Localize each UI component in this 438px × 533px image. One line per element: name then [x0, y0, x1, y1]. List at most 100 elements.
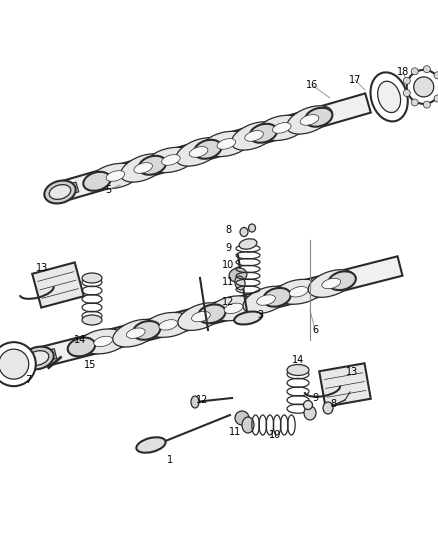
Ellipse shape	[434, 95, 438, 102]
Ellipse shape	[304, 406, 316, 420]
Text: 8: 8	[330, 399, 336, 409]
Ellipse shape	[82, 273, 102, 283]
Ellipse shape	[162, 155, 180, 165]
Ellipse shape	[240, 228, 248, 237]
Ellipse shape	[322, 278, 341, 289]
Ellipse shape	[126, 328, 145, 338]
Ellipse shape	[287, 106, 332, 134]
Ellipse shape	[308, 270, 354, 297]
Ellipse shape	[403, 90, 410, 96]
Ellipse shape	[194, 140, 222, 159]
Ellipse shape	[289, 287, 308, 297]
Ellipse shape	[136, 437, 166, 453]
Ellipse shape	[250, 124, 277, 143]
Text: 9: 9	[312, 393, 318, 403]
Ellipse shape	[147, 147, 194, 173]
Ellipse shape	[217, 139, 236, 149]
Ellipse shape	[424, 66, 431, 72]
Ellipse shape	[234, 311, 262, 325]
Ellipse shape	[83, 172, 111, 191]
Ellipse shape	[242, 417, 254, 433]
Text: 12: 12	[196, 395, 208, 405]
Ellipse shape	[133, 321, 160, 340]
Ellipse shape	[328, 271, 356, 290]
Ellipse shape	[300, 115, 319, 125]
Text: 12: 12	[222, 297, 234, 307]
Polygon shape	[32, 262, 84, 308]
Ellipse shape	[434, 72, 438, 79]
Text: 13: 13	[346, 367, 358, 377]
Ellipse shape	[248, 224, 255, 232]
Ellipse shape	[191, 396, 199, 408]
Ellipse shape	[0, 349, 29, 379]
Text: 18: 18	[397, 67, 409, 77]
Text: 1: 1	[167, 455, 173, 465]
Polygon shape	[35, 256, 403, 368]
Ellipse shape	[229, 268, 247, 282]
Ellipse shape	[178, 303, 224, 330]
Ellipse shape	[424, 101, 431, 108]
Polygon shape	[59, 182, 79, 197]
Ellipse shape	[258, 115, 305, 141]
Ellipse shape	[44, 181, 76, 204]
Ellipse shape	[411, 68, 418, 75]
Ellipse shape	[145, 312, 192, 337]
Ellipse shape	[287, 365, 309, 376]
Ellipse shape	[198, 304, 226, 323]
Text: 11: 11	[222, 277, 234, 287]
Text: 10: 10	[222, 260, 234, 270]
Ellipse shape	[22, 346, 54, 369]
Ellipse shape	[92, 163, 139, 189]
Ellipse shape	[120, 154, 166, 182]
Polygon shape	[319, 364, 371, 407]
Ellipse shape	[191, 311, 210, 322]
Ellipse shape	[189, 147, 208, 157]
Ellipse shape	[134, 163, 152, 173]
Text: 8: 8	[225, 225, 231, 235]
Text: 15: 15	[84, 360, 96, 370]
Ellipse shape	[407, 70, 438, 104]
Ellipse shape	[305, 108, 332, 127]
Polygon shape	[37, 349, 57, 363]
Ellipse shape	[0, 342, 36, 386]
Ellipse shape	[414, 77, 434, 97]
Ellipse shape	[411, 99, 418, 106]
Ellipse shape	[82, 315, 102, 325]
Ellipse shape	[68, 337, 95, 357]
Ellipse shape	[304, 400, 312, 409]
Text: 3: 3	[257, 310, 263, 320]
Ellipse shape	[243, 286, 289, 314]
Polygon shape	[57, 93, 371, 201]
Ellipse shape	[235, 276, 245, 290]
Ellipse shape	[159, 320, 178, 330]
Ellipse shape	[275, 279, 322, 304]
Text: 13: 13	[36, 263, 48, 273]
Ellipse shape	[239, 239, 257, 249]
Ellipse shape	[263, 288, 291, 306]
Text: 5: 5	[105, 185, 111, 195]
Ellipse shape	[245, 131, 263, 141]
Text: 7: 7	[25, 375, 31, 385]
Text: 6: 6	[312, 325, 318, 335]
Ellipse shape	[139, 156, 166, 175]
Ellipse shape	[403, 77, 410, 84]
Text: 14: 14	[74, 335, 86, 345]
Text: 9: 9	[225, 243, 231, 253]
Ellipse shape	[257, 295, 276, 305]
Ellipse shape	[27, 351, 49, 365]
Ellipse shape	[106, 171, 125, 181]
Ellipse shape	[113, 319, 159, 347]
Ellipse shape	[323, 402, 333, 414]
Ellipse shape	[79, 329, 127, 354]
Ellipse shape	[176, 138, 221, 166]
Ellipse shape	[235, 411, 249, 425]
Ellipse shape	[210, 296, 257, 321]
Text: 10: 10	[269, 430, 281, 440]
Ellipse shape	[224, 303, 243, 313]
Ellipse shape	[203, 131, 250, 157]
Ellipse shape	[272, 123, 291, 133]
Text: 11: 11	[229, 427, 241, 437]
Text: 16: 16	[306, 80, 318, 90]
Text: 14: 14	[292, 355, 304, 365]
Ellipse shape	[371, 72, 408, 122]
